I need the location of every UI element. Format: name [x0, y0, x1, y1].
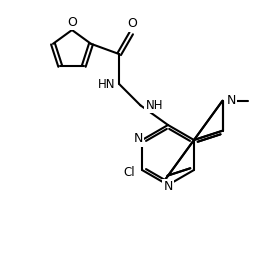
Text: O: O	[67, 16, 77, 29]
Text: O: O	[127, 17, 137, 30]
Text: Cl: Cl	[123, 166, 135, 179]
Text: HN: HN	[97, 77, 115, 90]
Text: N: N	[163, 180, 173, 193]
Text: NH: NH	[146, 99, 163, 112]
Text: N: N	[133, 133, 143, 146]
Text: N: N	[227, 94, 236, 107]
